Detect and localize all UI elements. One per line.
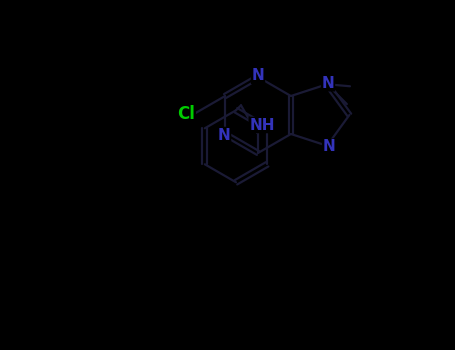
Text: N: N <box>217 127 231 142</box>
Text: N: N <box>323 139 335 154</box>
Text: N: N <box>322 76 334 91</box>
Text: N: N <box>252 69 264 84</box>
Text: Cl: Cl <box>177 105 195 123</box>
Text: NH: NH <box>249 118 275 133</box>
